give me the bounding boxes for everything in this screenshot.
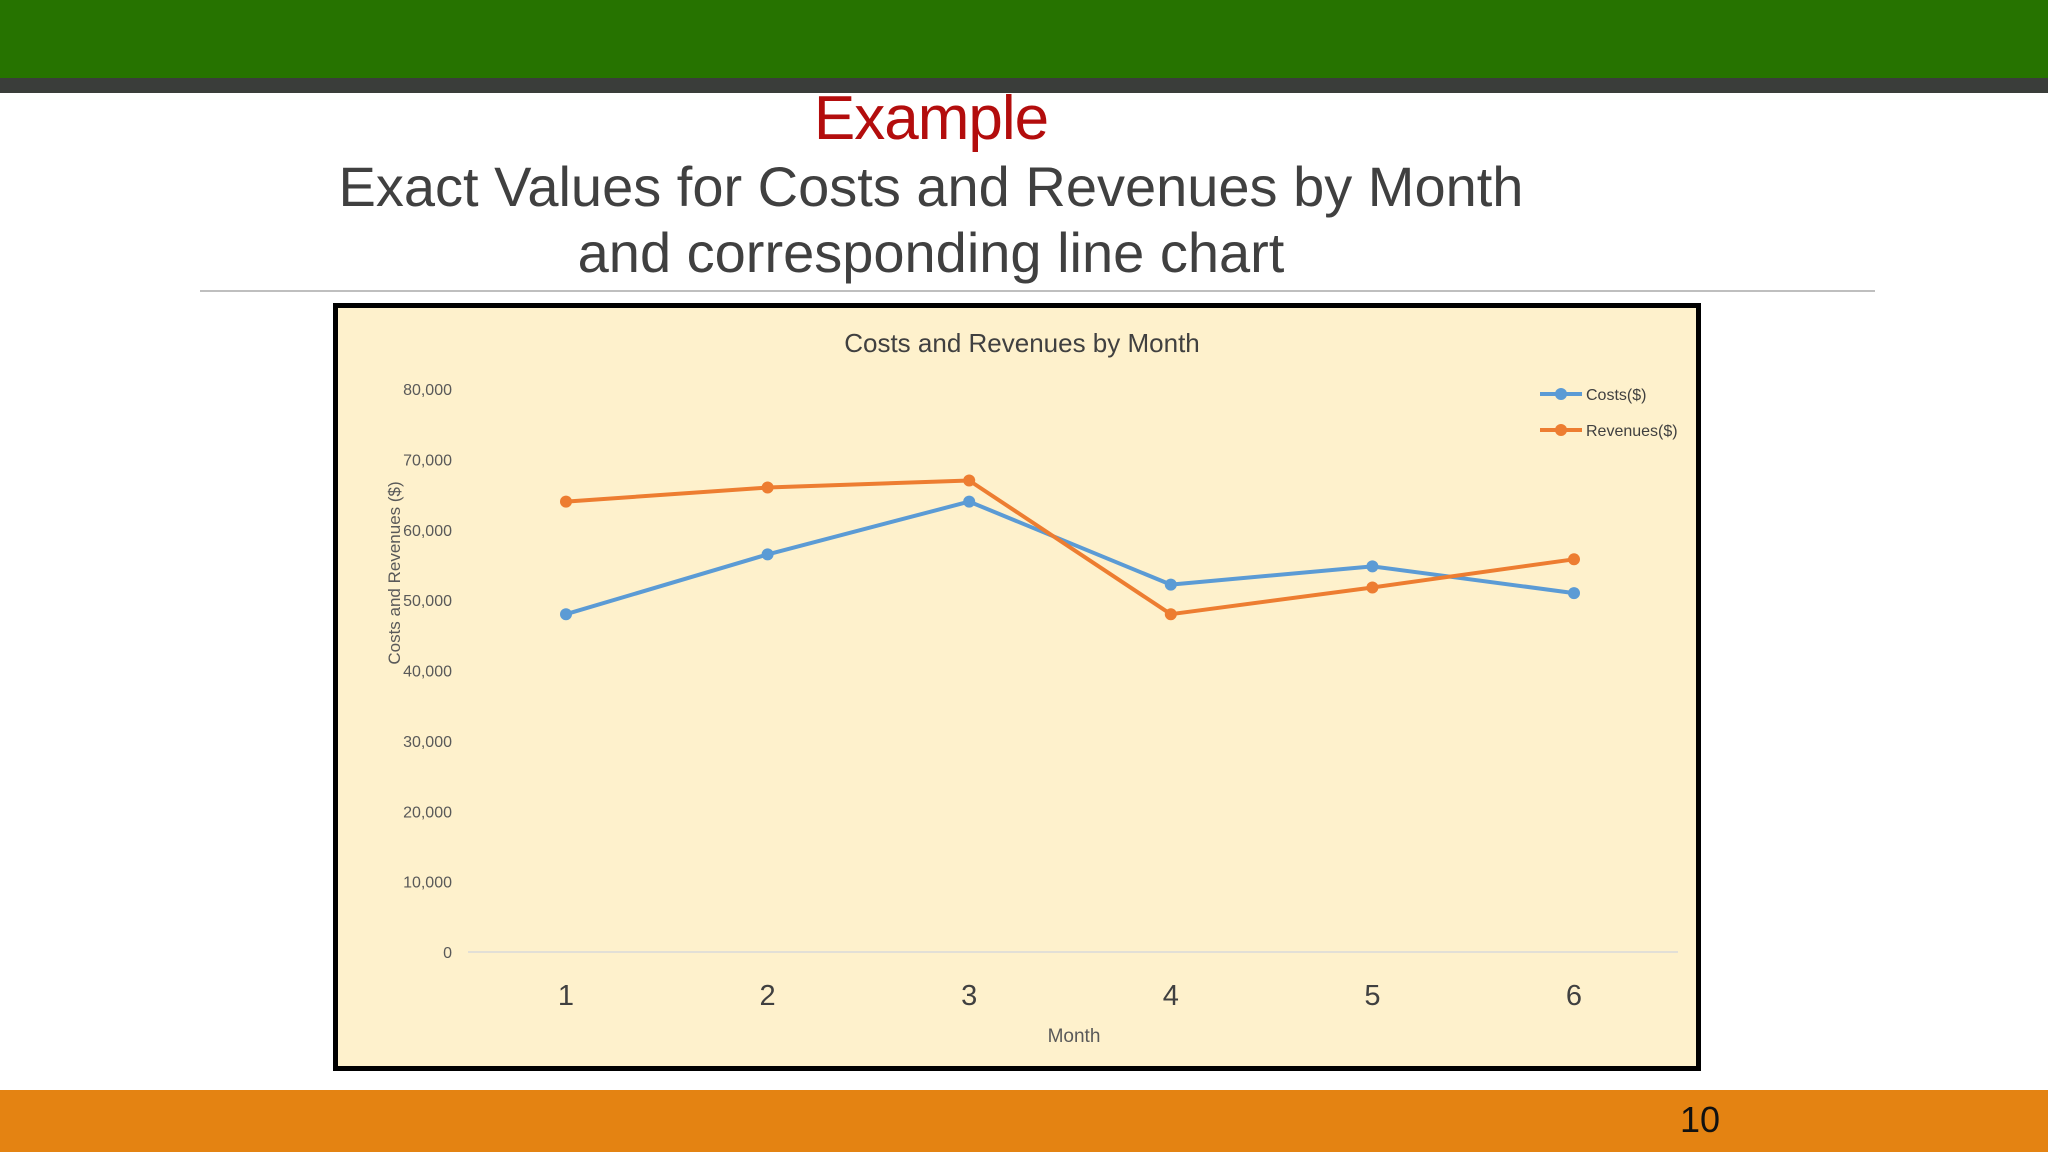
chart-container: Costs and Revenues by Month Costs and Re… [333,303,1701,1071]
slide-subtitle: Exact Values for Costs and Revenues by M… [300,154,1562,286]
y-tick-label: 20,000 [403,804,452,821]
footer-bar [0,1090,2048,1152]
x-tick-label: 5 [1364,980,1380,1012]
data-point [1164,608,1177,621]
y-tick-label: 80,000 [403,382,452,399]
x-tick-label: 1 [558,980,574,1012]
x-tick-label: 3 [961,980,977,1012]
title-divider [200,290,1875,292]
chart-title: Costs and Revenues by Month [844,328,1200,358]
data-point [560,608,572,621]
legend-entry: Costs($) [1540,387,1646,404]
header-strip [0,78,2048,93]
series-costs [560,495,1580,621]
x-tick-label: 4 [1163,980,1179,1012]
slide-title: Example [813,84,1049,153]
y-tick-label: 0 [443,945,452,962]
y-tick-label: 10,000 [403,875,452,892]
legend-label: Revenues($) [1586,423,1678,440]
page-number: 10 [1679,1099,1721,1140]
y-tick-label: 30,000 [403,734,452,751]
y-tick-label: 60,000 [403,523,452,540]
subtitle-line-1: Exact Values for Costs and Revenues by M… [338,155,1524,218]
series-line [565,478,1575,617]
y-tick-label: 50,000 [403,593,452,610]
y-tick-label: 70,000 [403,452,452,469]
legend-label: Costs($) [1586,387,1646,404]
data-point [1366,560,1379,573]
data-point [761,548,774,561]
header-bar [0,0,2048,78]
x-axis-label: Month [1048,1026,1101,1047]
data-point [560,495,572,508]
data-point [1568,587,1580,600]
data-point [761,481,774,494]
chart-legend: Costs($) Revenues($) [1540,387,1678,440]
y-tick-label: 40,000 [403,664,452,681]
subtitle-line-2: and corresponding line chart [577,221,1285,284]
data-point [963,495,976,508]
data-point [1164,578,1177,591]
legend-marker [1555,388,1567,400]
x-tick-label: 2 [760,980,776,1012]
data-point [1568,553,1580,566]
legend-marker [1555,424,1567,436]
x-tick-label: 6 [1566,980,1582,1012]
legend-entry: Revenues($) [1540,423,1678,440]
series-revenues [560,474,1580,621]
data-point [963,474,976,487]
data-point [1366,581,1379,594]
series-line [565,499,1575,617]
y-axis-label: Costs and Revenues ($) [385,481,404,664]
line-chart: Costs and Revenues by Month Costs and Re… [385,328,1678,1047]
